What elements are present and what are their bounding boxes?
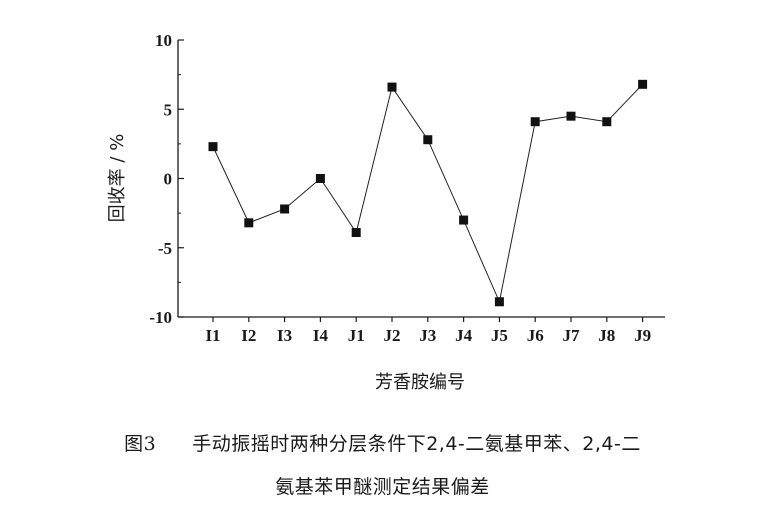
figure-label: 图3 [124,433,157,455]
x-tick-label: J8 [598,326,615,345]
x-tick-label: J3 [419,326,436,345]
x-tick-label: I1 [205,326,220,345]
data-point [602,117,612,127]
x-tick-label: I4 [313,326,329,345]
series-line [212,83,643,304]
y-tick-label: -10 [149,308,172,327]
data-point [530,117,540,127]
chart-area: 10 5 0 -5 -10 I1 I2 I3 I4 J1 J2 J3 J4 J5 J6 J7 J8 J9 芳香胺编… [107,31,665,393]
x-tick-label: J6 [527,326,544,345]
data-point [494,297,504,307]
x-tick-label: J1 [348,326,365,345]
data-point [208,142,218,152]
axes: 10 5 0 -5 -10 I1 I2 I3 I4 J1 J2 J3 J4 J5 J6 J7 J8 J9 [149,31,665,345]
data-point [280,204,290,214]
y-tick-label: 5 [164,100,173,119]
y-tick-label: -5 [158,239,172,258]
data-point [387,82,397,92]
data-point [351,228,361,238]
figure-caption-text-2: 氨基苯甲醚测定结果偏差 [275,476,490,498]
data-point [244,218,254,228]
x-tick-label: J7 [563,326,581,345]
data-point [459,215,469,225]
figure-caption-line2: 氨基苯甲醚测定结果偏差 [0,472,765,499]
data-point [315,174,325,183]
x-tick-label: I3 [277,326,292,345]
x-axis-title: 芳香胺编号 [375,372,465,393]
y-tick-label: 10 [155,31,172,50]
series-recovery [208,79,648,307]
data-point [566,111,576,121]
x-tick-label: I2 [241,326,256,345]
x-tick-label: J9 [634,326,651,345]
x-tick-label: J2 [384,326,401,345]
y-axis-title: 回收率 / % [107,134,128,223]
figure-caption-line1: 图3 手动振摇时两种分层条件下2,4-二氨基甲苯、2,4-二 [0,429,765,456]
x-tick-label: J4 [455,326,473,345]
data-point [423,135,433,145]
data-point [638,79,648,89]
figure-caption-text-1: 手动振摇时两种分层条件下2,4-二氨基甲苯、2,4-二 [192,433,641,455]
x-tick-label: J5 [491,326,508,345]
y-tick-label: 0 [164,170,173,189]
